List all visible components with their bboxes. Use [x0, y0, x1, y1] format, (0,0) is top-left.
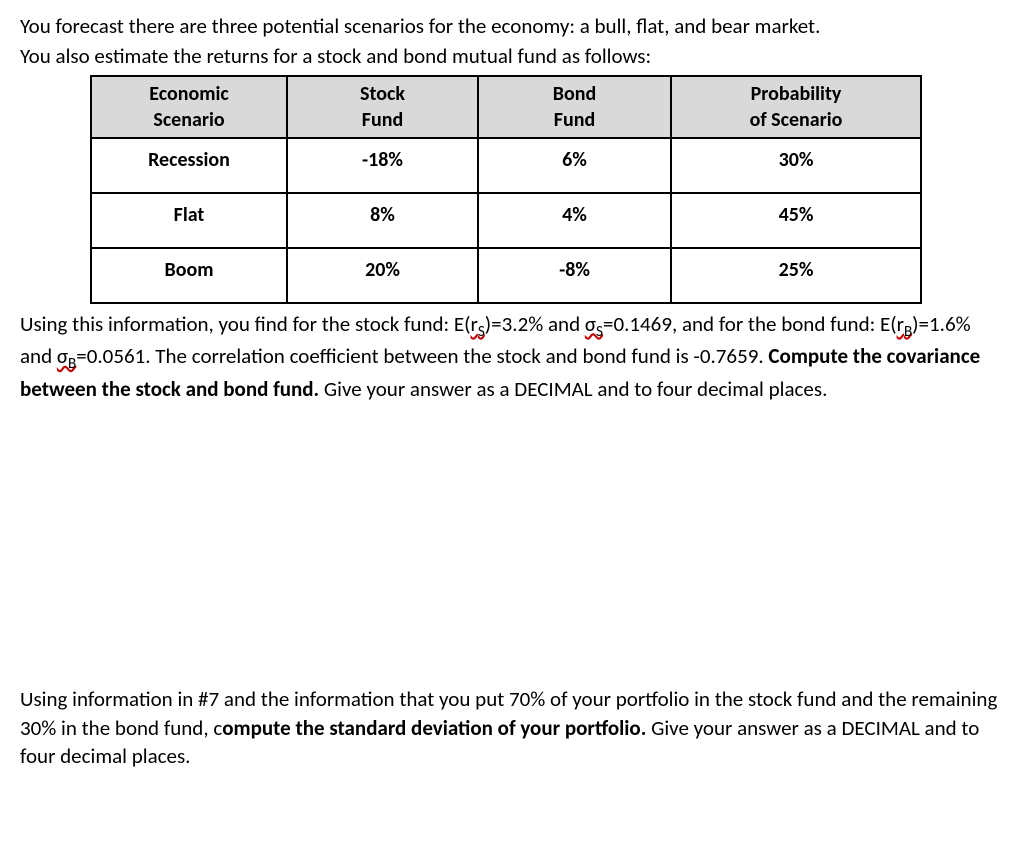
- r: r: [897, 311, 904, 337]
- sigma: σ: [57, 343, 68, 369]
- rs-symbol: rS: [471, 311, 485, 337]
- header-bond-fund: Bond Fund: [478, 76, 671, 138]
- rb-symbol: rB: [897, 311, 913, 337]
- intro-line-2: You also estimate the returns for a stoc…: [20, 42, 1004, 70]
- sigma-s-symbol: σS: [585, 311, 603, 337]
- header-l1: Probability: [751, 81, 842, 107]
- question-2-prompt: ompute the standard deviation of your po…: [222, 715, 646, 741]
- header-l1: Stock: [360, 81, 405, 107]
- s-sub: S: [478, 323, 485, 341]
- table-header-row: Economic Scenario Stock Fund Bond Fund P…: [91, 76, 921, 138]
- table-row: Flat 8% 4% 45%: [91, 193, 921, 248]
- spacer: [20, 405, 1004, 685]
- text-seg: Give your answer as a DECIMAL and to fou…: [319, 376, 827, 402]
- question-1-body: Using this information, you find for the…: [20, 310, 1004, 404]
- sigma: σ: [585, 311, 596, 337]
- header-probability: Probability of Scenario: [671, 76, 921, 138]
- header-l1: Economic: [149, 81, 229, 107]
- table-row: Boom 20% -8% 25%: [91, 248, 921, 303]
- cell-stock: 20%: [287, 248, 478, 303]
- question-2-body: Using information in #7 and the informat…: [20, 685, 1004, 770]
- header-l1: Bond: [553, 81, 596, 107]
- header-l2: Fund: [554, 107, 595, 133]
- text-seg: =0.1469, and for the bond fund: E(: [603, 311, 897, 337]
- text-seg: Using this information, you find for the…: [20, 311, 471, 337]
- header-stock-fund: Stock Fund: [287, 76, 478, 138]
- cell-stock: 8%: [287, 193, 478, 248]
- cell-bond: 4%: [478, 193, 671, 248]
- cell-stock: -18%: [287, 138, 478, 193]
- intro-line-1: You forecast there are three potential s…: [20, 12, 1004, 40]
- text-seg: =0.0561. The correlation coefficient bet…: [76, 343, 768, 369]
- scenario-table: Economic Scenario Stock Fund Bond Fund P…: [90, 75, 922, 304]
- b-sub: B: [904, 323, 912, 341]
- cell-scenario: Flat: [91, 193, 287, 248]
- header-l2: Fund: [362, 107, 403, 133]
- cell-scenario: Boom: [91, 248, 287, 303]
- table-row: Recession -18% 6% 30%: [91, 138, 921, 193]
- cell-prob: 45%: [671, 193, 921, 248]
- s-sub: S: [596, 323, 603, 341]
- header-l2: of Scenario: [750, 107, 843, 133]
- cell-scenario: Recession: [91, 138, 287, 193]
- header-economic-scenario: Economic Scenario: [91, 76, 287, 138]
- r: r: [471, 311, 478, 337]
- cell-bond: -8%: [478, 248, 671, 303]
- cell-prob: 30%: [671, 138, 921, 193]
- sigma-b-symbol: σB: [57, 343, 76, 369]
- header-l2: Scenario: [153, 107, 224, 133]
- cell-bond: 6%: [478, 138, 671, 193]
- text-seg: )=3.2% and: [485, 311, 585, 337]
- cell-prob: 25%: [671, 248, 921, 303]
